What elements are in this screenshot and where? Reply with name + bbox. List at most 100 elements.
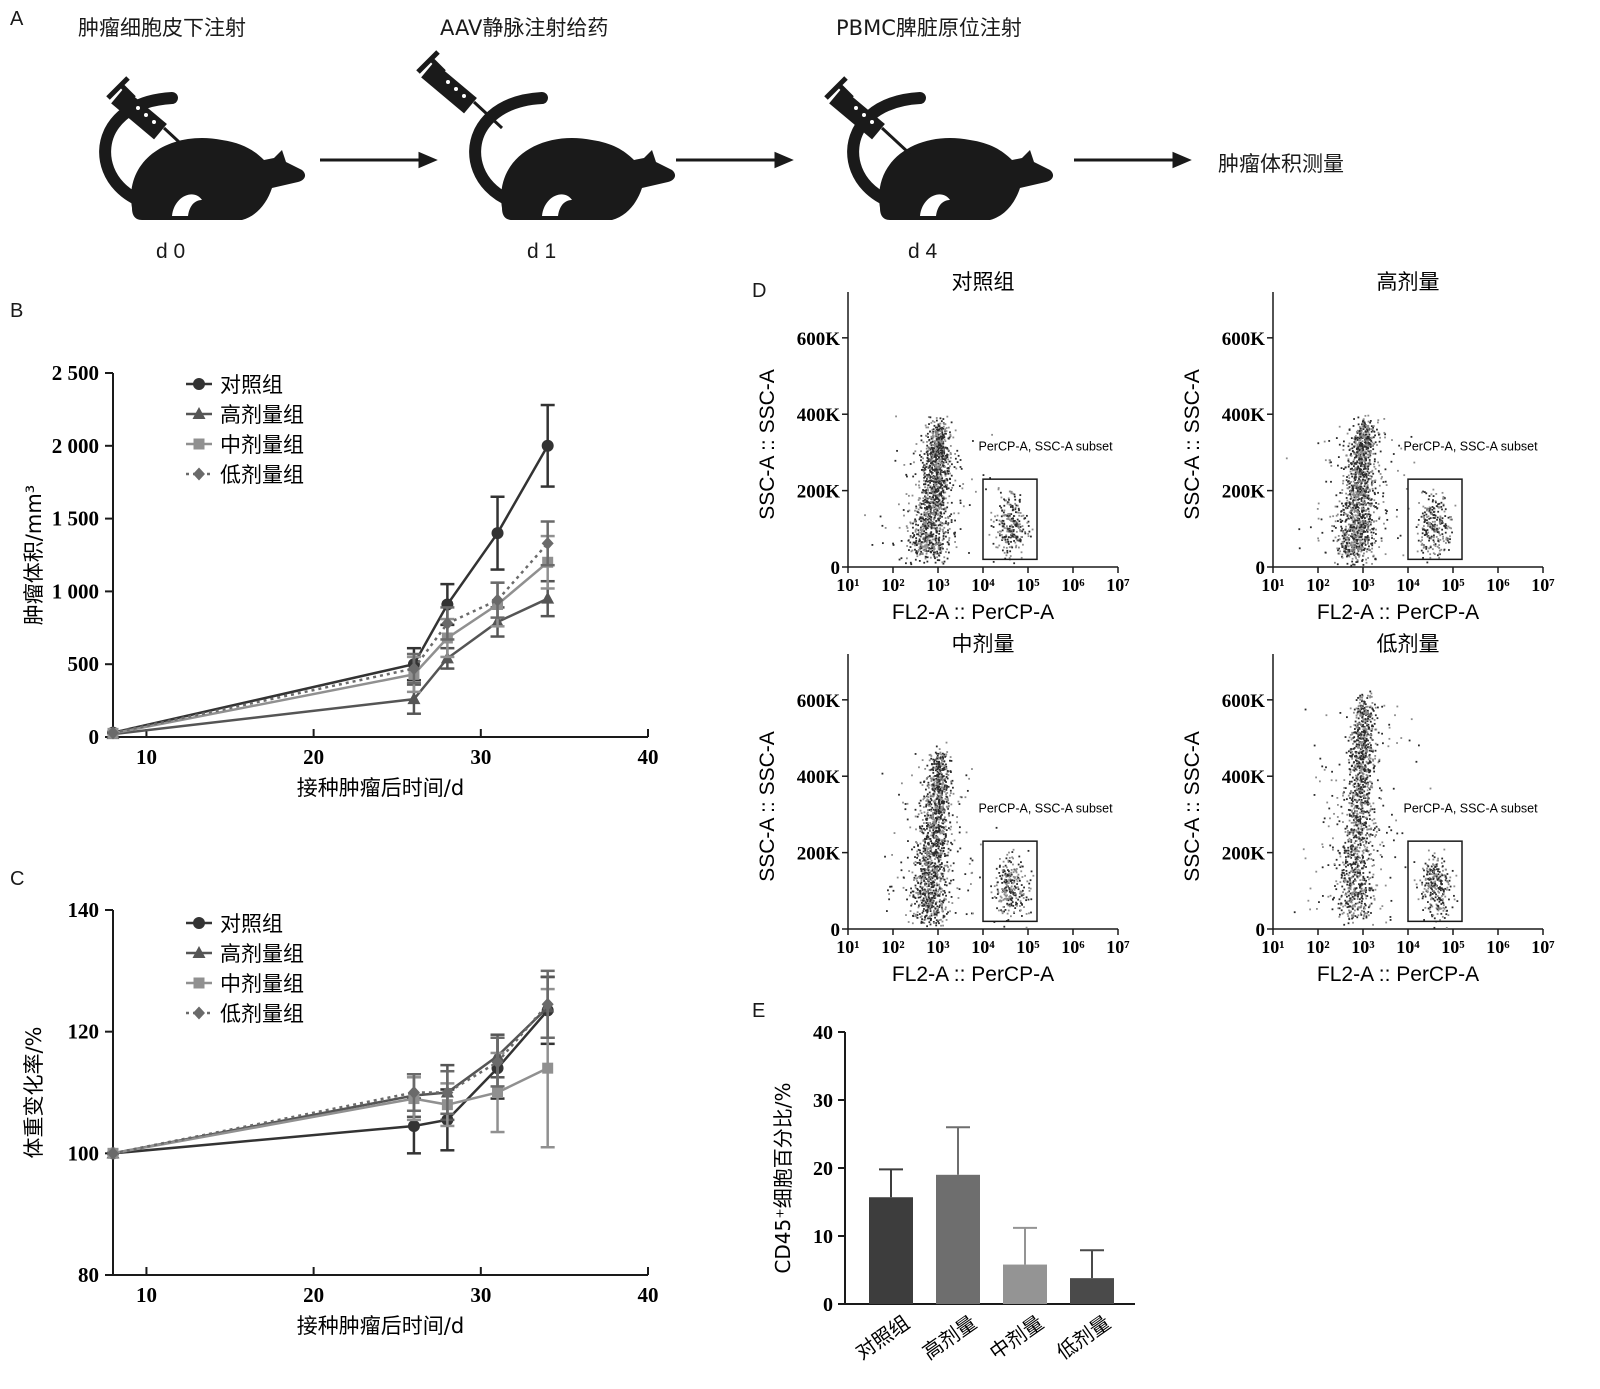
flow-dot: [979, 876, 981, 879]
flow-dot: [933, 841, 936, 844]
flow-dot: [1356, 516, 1359, 519]
flow-dot: [937, 761, 940, 764]
flow-dot: [921, 887, 923, 890]
flow-dot: [946, 751, 949, 753]
flow-dot: [1348, 542, 1351, 544]
flow-dot: [1368, 503, 1371, 506]
flow-dot: [929, 502, 932, 504]
flow-dot: [971, 768, 973, 770]
flow-dot: [946, 448, 949, 450]
flow-dot: [938, 900, 941, 903]
flow-dot: [936, 443, 939, 446]
flow-dot: [938, 763, 941, 766]
flow-dot: [949, 515, 951, 518]
flow-dot: [1368, 460, 1371, 463]
flow-dot: [1372, 442, 1375, 445]
flow-dot: [1347, 487, 1350, 490]
x-tick-label: 10³: [926, 937, 950, 957]
flow-dot: [1354, 533, 1356, 536]
flow-dot: [911, 890, 914, 893]
flow-dot: [902, 876, 905, 879]
flow-dot: [927, 873, 930, 876]
flow-dot: [946, 806, 949, 809]
flow-dot: [919, 891, 922, 894]
flow-dot: [914, 529, 917, 532]
flow-dot: [917, 524, 919, 527]
flow-dot: [1006, 525, 1008, 528]
flow-dot: [931, 461, 933, 464]
flow-dot: [1368, 520, 1371, 523]
flow-dot: [925, 520, 928, 523]
flow-dot: [1364, 462, 1367, 465]
flow-dot: [930, 816, 933, 819]
flow-dot: [934, 539, 937, 542]
flow-dot: [949, 864, 952, 867]
flow-dot: [1371, 444, 1374, 447]
flow-dot: [927, 867, 930, 870]
flow-dot: [927, 550, 930, 552]
flow-dot: [939, 523, 941, 526]
flow-dot: [1341, 534, 1344, 537]
flow-dot: [930, 479, 933, 481]
flow-dot: [950, 513, 953, 516]
y-tick-label: 2 500: [52, 361, 99, 385]
flow-dot: [968, 552, 970, 554]
flow-dot: [1342, 542, 1345, 545]
flow-dot: [919, 539, 921, 542]
flow-dot: [930, 840, 933, 843]
flow-dot: [1363, 452, 1366, 455]
flow-dot: [1371, 562, 1373, 565]
flow-dot: [1357, 416, 1360, 419]
flow-dot: [1356, 552, 1359, 555]
flow-dot: [923, 519, 926, 521]
flow-dot: [948, 495, 951, 498]
flow-dot: [970, 872, 973, 875]
flow-dot: [930, 462, 933, 465]
flow-dot: [939, 544, 941, 547]
flow-dot: [917, 499, 920, 501]
flow-dot: [1008, 490, 1011, 493]
flow-dot: [946, 548, 948, 551]
flow-dot: [928, 801, 930, 804]
flow-dot: [1428, 537, 1431, 539]
flow-dot: [1342, 440, 1345, 443]
flow-dot: [937, 436, 940, 439]
flow-dot: [926, 909, 929, 911]
flow-dot: [927, 795, 930, 798]
flow-dot: [929, 919, 932, 921]
flow-dot: [1008, 498, 1010, 501]
flow-dot: [1347, 480, 1349, 483]
flow-dot: [1438, 556, 1441, 559]
flow-dot: [1010, 513, 1013, 516]
flow-dot: [932, 768, 935, 770]
flow-dot: [943, 847, 945, 849]
flow-dot: [938, 493, 941, 496]
flow-dot: [974, 490, 977, 493]
flow-dot: [913, 862, 915, 865]
flow-dot: [1350, 472, 1353, 475]
flow-dot: [940, 800, 943, 803]
flow-dot: [938, 904, 941, 907]
flow-dot: [947, 541, 950, 544]
flow-dot: [943, 867, 945, 870]
flow-dot: [1343, 540, 1346, 543]
flow-dot: [1007, 501, 1010, 504]
flow-dot: [1428, 539, 1431, 542]
flow-dot: [1350, 463, 1353, 466]
flow-dot: [946, 557, 949, 560]
flow-dot: [1348, 477, 1351, 479]
flow-dot: [1361, 421, 1364, 424]
flow-dot: [933, 802, 936, 805]
flow-dot: [1364, 517, 1366, 519]
flow-dot: [930, 870, 932, 873]
flow-dot: [938, 780, 941, 782]
flow-dot: [920, 531, 922, 534]
flow-dot: [949, 821, 952, 824]
flow-dot: [982, 474, 985, 476]
flow-dot: [1364, 488, 1366, 491]
x-tick-label: 10⁶: [1061, 575, 1085, 595]
flow-dot: [1359, 446, 1362, 449]
flow-dot: [918, 484, 920, 487]
flow-dot: [1351, 553, 1353, 555]
